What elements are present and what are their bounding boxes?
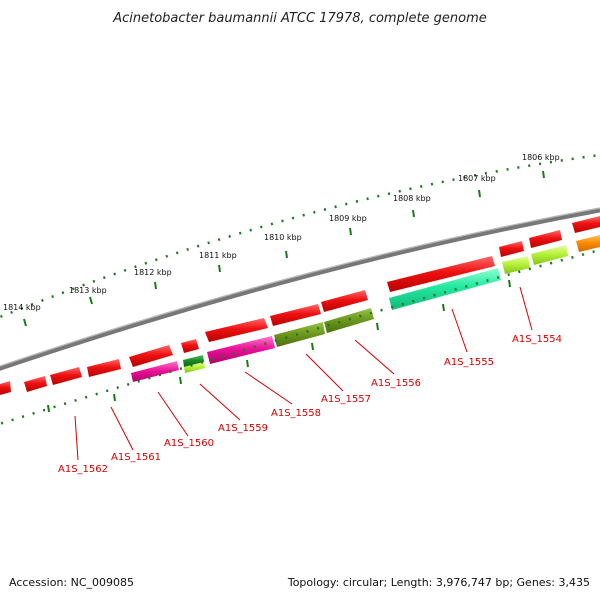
- callout-line: [110, 406, 134, 451]
- gene-arrow: [270, 304, 321, 326]
- gene-arrow: [499, 241, 524, 257]
- kbp-label: 1811 kbp: [199, 251, 237, 260]
- kbp-label: 1814 kbp: [3, 303, 41, 312]
- major-tick: [285, 250, 288, 259]
- feature-block: [324, 308, 374, 333]
- major-tick: [478, 189, 481, 198]
- callout-line: [519, 286, 533, 331]
- feature-block: [576, 235, 600, 252]
- genome-backbone: [0, 207, 600, 371]
- feature-block: [389, 268, 501, 310]
- gene-arrow: [87, 359, 121, 377]
- feature-block: [531, 245, 568, 265]
- outer-major-ticks: [23, 170, 545, 327]
- feature-block: [207, 336, 275, 364]
- major-tick: [89, 296, 93, 305]
- major-tick: [349, 227, 352, 236]
- kbp-label: 1806 kbp: [522, 153, 560, 162]
- gene-label: A1S_1560: [164, 438, 214, 449]
- major-tick: [311, 342, 314, 351]
- gene-label: A1S_1554: [512, 334, 562, 345]
- major-tick: [23, 318, 27, 327]
- feature-block: [274, 322, 325, 347]
- kbp-label: 1812 kbp: [134, 268, 172, 277]
- gene-label: A1S_1559: [218, 423, 268, 434]
- gene-arrow: [321, 290, 368, 312]
- major-tick: [508, 279, 511, 288]
- major-tick: [218, 264, 221, 273]
- inner-major-ticks: [47, 279, 511, 413]
- kbp-labels: 1814 kbp 1813 kbp 1812 kbp 1811 kbp 1810…: [3, 153, 560, 312]
- callout-line: [451, 308, 468, 353]
- callout-line: [199, 383, 241, 421]
- gene-label: A1S_1557: [321, 394, 371, 405]
- gene-arrow: [24, 376, 47, 392]
- major-tick: [246, 359, 249, 368]
- kbp-label: 1808 kbp: [393, 194, 431, 203]
- major-tick: [47, 404, 50, 413]
- feature-block: [183, 355, 204, 367]
- gene-arrow: [529, 230, 562, 248]
- kbp-label: 1810 kbp: [264, 233, 302, 242]
- major-tick: [113, 393, 116, 402]
- forward-strand-genes: [0, 216, 600, 395]
- gene-arrow: [181, 339, 199, 353]
- gene-arrow: [387, 256, 495, 292]
- gene-label: A1S_1561: [111, 452, 161, 463]
- gene-label: A1S_1558: [271, 408, 321, 419]
- genome-backbone-highlight: [0, 207, 600, 367]
- feature-block: [184, 362, 205, 373]
- gene-arrow: [0, 381, 11, 395]
- major-tick: [376, 322, 379, 331]
- feature-block: [502, 256, 530, 274]
- gene-arrow: [572, 216, 600, 233]
- genome-title: Acinetobacter baumannii ATCC 17978, comp…: [112, 11, 487, 26]
- callout-line: [74, 415, 79, 461]
- feature-block: [131, 361, 179, 382]
- gene-label: A1S_1555: [444, 357, 494, 368]
- gene-label: A1S_1562: [58, 464, 108, 475]
- gene-arrow: [205, 318, 268, 342]
- kbp-label: 1809 kbp: [329, 214, 367, 223]
- kbp-label: 1807 kbp: [458, 174, 496, 183]
- genome-summary-text: Topology: circular; Length: 3,976,747 bp…: [287, 576, 590, 589]
- major-tick: [442, 303, 445, 312]
- gene-label: A1S_1556: [371, 378, 421, 389]
- accession-text: Accession: NC_009085: [9, 576, 134, 589]
- major-tick: [412, 209, 415, 218]
- callout-line: [354, 339, 395, 375]
- gene-callouts: [74, 286, 533, 461]
- gene-arrow: [50, 367, 82, 385]
- callout-line: [305, 353, 344, 392]
- major-tick: [179, 376, 182, 385]
- gene-arrow: [129, 345, 173, 367]
- callout-line: [244, 371, 293, 405]
- gene-labels: A1S_1562 A1S_1561 A1S_1560 A1S_1559 A1S_…: [58, 334, 562, 475]
- major-tick: [542, 170, 545, 179]
- kbp-label: 1813 kbp: [69, 286, 107, 295]
- callout-line: [157, 391, 189, 437]
- major-tick: [154, 281, 157, 290]
